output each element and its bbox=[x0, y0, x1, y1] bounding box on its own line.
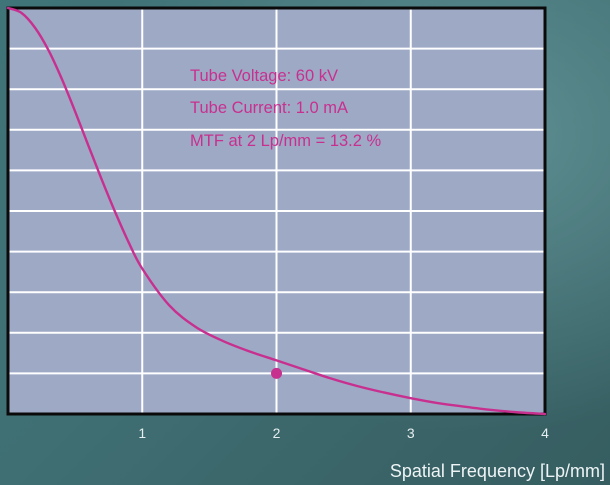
annotation-tube-current: Tube Current: 1.0 mA bbox=[190, 99, 348, 117]
x-tick-label: 4 bbox=[541, 425, 549, 441]
annotation-mtf-at-2: MTF at 2 Lp/mm = 13.2 % bbox=[190, 132, 382, 150]
series-layer bbox=[6, 6, 547, 416]
x-tick-label: 2 bbox=[273, 425, 281, 441]
mtf-marker-point bbox=[271, 367, 282, 379]
mtf-curve-line bbox=[6, 6, 547, 416]
plot-frame bbox=[6, 6, 547, 416]
x-tick-labels: 1 2 3 4 bbox=[138, 425, 549, 441]
x-axis-title: Spatial Frequency [Lp/mm] bbox=[390, 461, 605, 481]
x-tick-label: 1 bbox=[138, 425, 146, 441]
marker-layer bbox=[271, 367, 282, 379]
x-tick-label: 3 bbox=[407, 425, 415, 441]
annotation-tube-voltage: Tube Voltage: 60 kV bbox=[190, 67, 338, 85]
